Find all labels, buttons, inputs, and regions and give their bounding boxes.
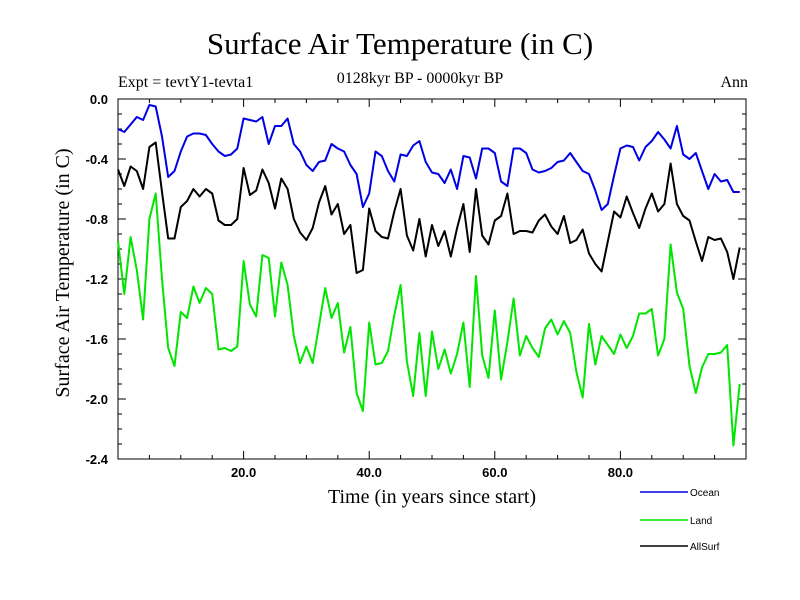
season-label: Ann: [720, 74, 748, 91]
time-range-label: 0128kyr BP - 0000kyr BP: [336, 70, 504, 87]
y-tick-label: -2.4: [86, 452, 109, 467]
series-line-land: [117, 192, 741, 447]
legend-label-land: Land: [690, 516, 712, 527]
series-line-ocean: [117, 104, 740, 211]
plot-frame: [117, 98, 747, 460]
y-axis-title: Surface Air Temperature (in C): [52, 148, 74, 397]
y-tick-label: -1.6: [86, 332, 108, 347]
y-tick-label: -1.2: [86, 272, 108, 287]
x-tick-label: 40.0: [357, 465, 382, 480]
legend-label-allsurf: AllSurf: [690, 542, 720, 553]
chart-title: Surface Air Temperature (in C): [206, 26, 594, 61]
series-line-allsurf: [117, 141, 741, 280]
y-tick-label: -0.8: [86, 212, 108, 227]
x-tick-label: 20.0: [231, 465, 256, 480]
x-tick-label: 60.0: [482, 465, 507, 480]
y-tick-label: -2.0: [86, 392, 108, 407]
experiment-label: Expt = tevtY1-tevta1: [118, 74, 254, 91]
y-tick-label: -0.4: [86, 152, 109, 167]
y-tick-label: 0.0: [90, 92, 108, 107]
x-axis-title: Time (in years since start): [328, 486, 536, 508]
legend-label-ocean: Ocean: [690, 488, 719, 499]
x-tick-label: 80.0: [608, 465, 633, 480]
